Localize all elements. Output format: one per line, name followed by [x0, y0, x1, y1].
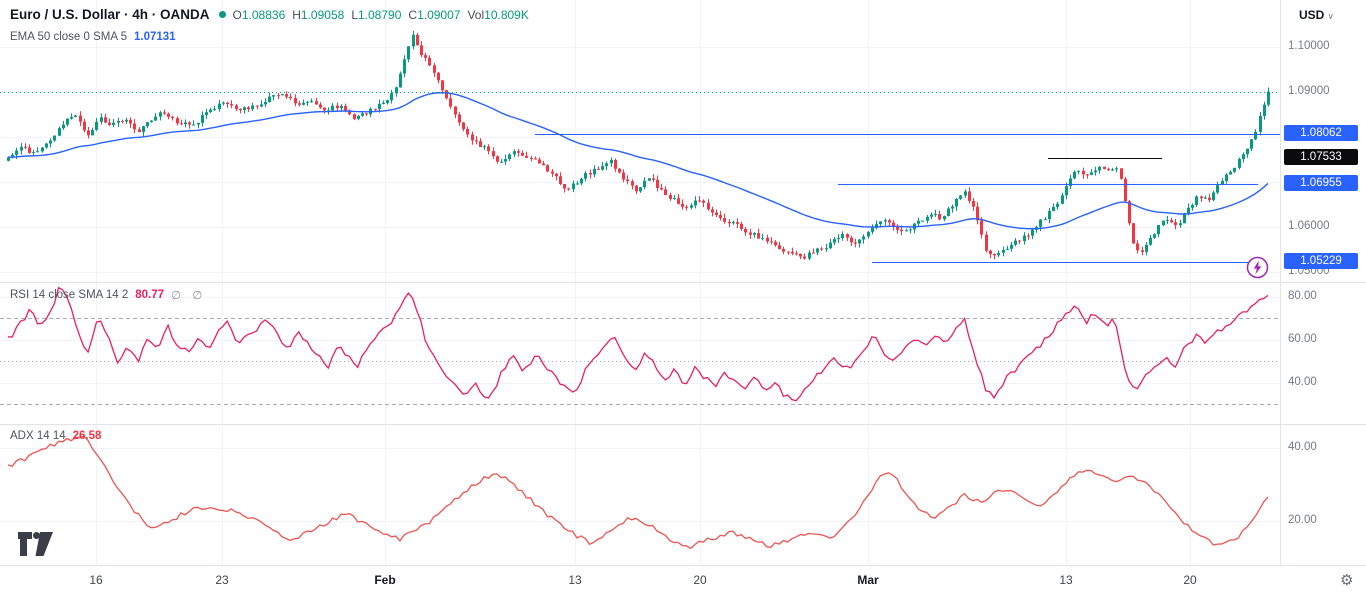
market-status-icon	[218, 11, 226, 18]
time-axis-label: 13	[1059, 573, 1073, 587]
rsi-axis-tick: 80.00	[1288, 290, 1317, 302]
time-axis-label: 23	[215, 573, 229, 587]
lightning-bolt-icon	[1253, 260, 1262, 275]
open-label: O	[232, 7, 242, 22]
adx-value: 26.58	[72, 430, 102, 442]
time-axis-label: Mar	[857, 573, 879, 587]
high-value: 1.09058	[300, 7, 345, 22]
gear-icon[interactable]: ⚙	[1340, 572, 1354, 589]
high-label: H	[292, 7, 301, 22]
rsi-hidden-values: ∅ ∅	[171, 290, 207, 302]
ohlc-close: C1.09007	[408, 8, 460, 22]
rsi-legend-row[interactable]: RSI 14 close SMA 14 2 80.77 ∅ ∅	[10, 288, 206, 302]
chevron-down-icon: ∨	[1327, 11, 1334, 21]
ema-legend: EMA 50 close 0 SMA 5	[10, 31, 127, 43]
ema-legend-row[interactable]: EMA 50 close 0 SMA 5 1.07131	[10, 31, 176, 43]
adx-axis-tick: 40.00	[1288, 441, 1317, 453]
price-axis-tick: 1.09000	[1288, 85, 1330, 97]
rsi-axis-tick: 40.00	[1288, 375, 1317, 388]
price-level-badge[interactable]: 1.07533	[1284, 149, 1358, 165]
ohlc-low: L1.08790	[351, 8, 401, 22]
symbol-legend-row: Euro / U.S. Dollar · 4h · OANDA O1.08836…	[10, 7, 536, 22]
rsi-legend: RSI 14 close SMA 14 2	[10, 289, 129, 301]
flash-action-icon[interactable]	[1246, 256, 1269, 279]
currency-selector[interactable]: USD ∨	[1299, 8, 1334, 22]
time-axis-label: Feb	[374, 573, 396, 587]
price-axis-tick: 1.10000	[1288, 40, 1330, 52]
adx-legend-row[interactable]: ADX 14 14 26.58	[10, 430, 101, 442]
rsi-value: 80.77	[135, 289, 165, 301]
adx-legend: ADX 14 14	[10, 430, 66, 442]
price-level-badge[interactable]: 1.06955	[1284, 175, 1358, 192]
open-value: 1.08836	[241, 7, 286, 22]
symbol-title[interactable]: Euro / U.S. Dollar · 4h · OANDA	[10, 7, 210, 22]
time-axis-label: 20	[1183, 573, 1197, 587]
close-value: 1.09007	[417, 7, 461, 22]
currency-label: USD	[1299, 8, 1325, 22]
tradingview-logo[interactable]	[18, 531, 54, 557]
price-level-badge[interactable]: 1.08062	[1284, 125, 1358, 142]
volume: Vol10.809K	[467, 8, 528, 22]
close-label: C	[408, 7, 418, 22]
price-axis-tick: 1.06000	[1288, 220, 1330, 232]
ohlc-high: H1.09058	[292, 8, 344, 22]
time-axis-label: 20	[693, 573, 707, 587]
time-axis-label: 13	[568, 573, 582, 587]
adx-axis-tick: 20.00	[1288, 514, 1317, 526]
low-value: 1.08790	[358, 7, 402, 22]
rsi-axis-tick: 60.00	[1288, 332, 1317, 345]
price-level-badge[interactable]: 1.05229	[1284, 252, 1358, 269]
ema-value: 1.07131	[133, 31, 176, 43]
volume-label: Vol	[467, 7, 485, 22]
volume-value: 10.809K	[484, 7, 529, 22]
low-label: L	[351, 7, 358, 22]
ohlc-open: O1.08836	[233, 8, 286, 22]
time-axis-label: 16	[89, 573, 103, 587]
